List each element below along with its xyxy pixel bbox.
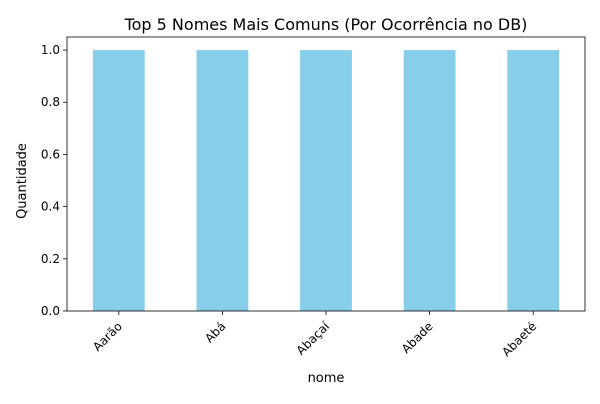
y-tick-label-5: 1.0 bbox=[41, 43, 60, 57]
plot-area: Aarão Abá Abaçaí Abade Abaeté 0.0 0.2 0.4 0.6 0.8… bbox=[41, 36, 586, 359]
x-tick-label-0: Aarão bbox=[90, 319, 125, 354]
bar-4 bbox=[507, 50, 560, 312]
x-tick-label-3: Abade bbox=[399, 319, 436, 356]
y-axis-label: Quantidade bbox=[15, 143, 30, 219]
chart-title: Top 5 Nomes Mais Comuns (Por Ocorrência … bbox=[124, 15, 528, 34]
x-tick-label-2: Abaçaí bbox=[294, 319, 333, 358]
y-tick-label-4: 0.8 bbox=[41, 95, 60, 109]
bar-0 bbox=[92, 50, 145, 312]
x-tick-label-1: Abá bbox=[202, 319, 228, 345]
bar-3 bbox=[403, 50, 456, 312]
y-tick-label-0: 0.0 bbox=[41, 304, 60, 318]
bar-2 bbox=[300, 50, 352, 312]
x-axis-label: nome bbox=[308, 371, 345, 386]
y-tick-label-1: 0.2 bbox=[41, 252, 60, 266]
bar-1 bbox=[196, 50, 249, 312]
axes-frame bbox=[66, 36, 586, 312]
y-tick-label-2: 0.4 bbox=[41, 200, 60, 214]
y-tick-label-3: 0.6 bbox=[41, 147, 60, 161]
x-tick-label-4: Abaeté bbox=[499, 319, 539, 359]
